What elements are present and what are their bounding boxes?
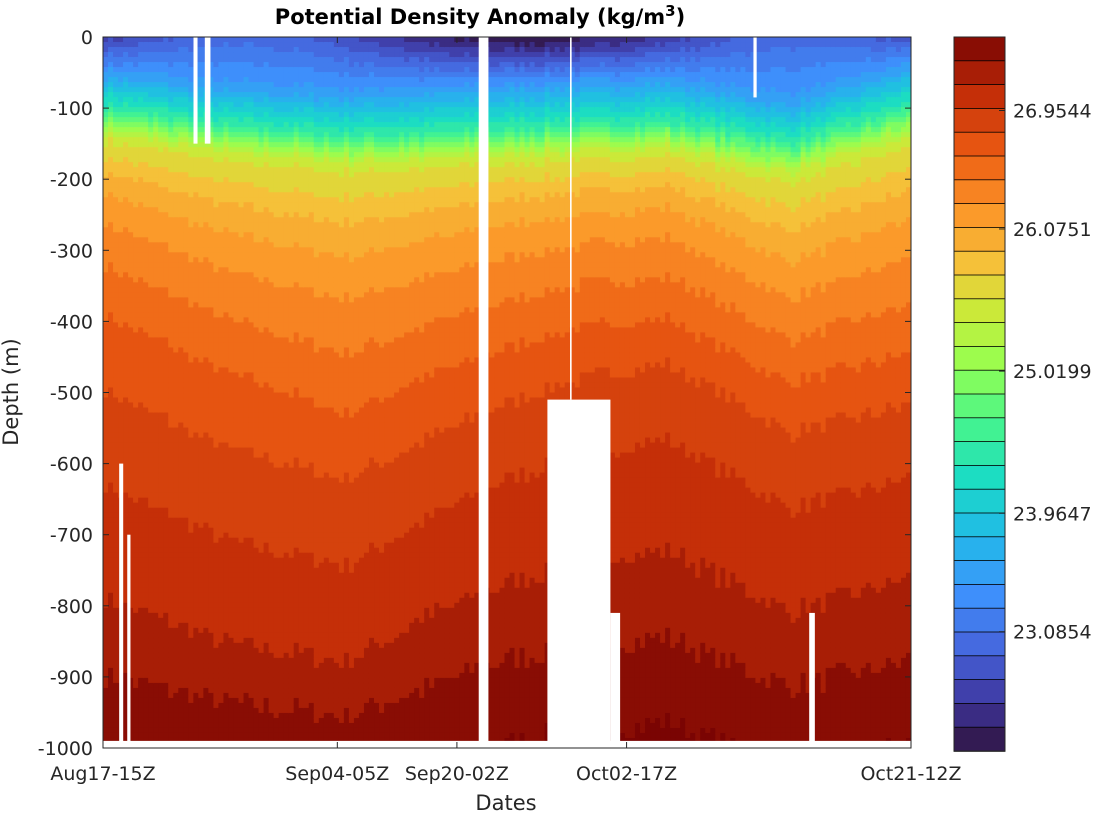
colorbar-level xyxy=(954,442,1005,466)
colorbar-level xyxy=(954,275,1005,299)
colorbar-tick-label: 23.0854 xyxy=(1013,622,1092,644)
colorbar-level xyxy=(954,703,1005,727)
colorbar-level xyxy=(954,561,1005,585)
x-tick-label: Oct21-12Z xyxy=(860,763,961,785)
colorbar-level xyxy=(954,727,1005,751)
colorbar-level xyxy=(954,418,1005,442)
data-gap xyxy=(753,37,756,97)
colorbar-level xyxy=(954,156,1005,180)
colorbar-level xyxy=(954,465,1005,489)
colorbar-level xyxy=(954,537,1005,561)
y-tick-label: -100 xyxy=(50,98,93,120)
y-tick-label: -300 xyxy=(50,240,93,262)
colorbar-level xyxy=(954,108,1005,132)
data-gap xyxy=(127,535,130,748)
y-axis-title: Depth (m) xyxy=(0,338,23,445)
data-gap xyxy=(610,613,620,748)
colorbar-tick-label: 23.9647 xyxy=(1013,503,1092,525)
x-tick-label: Oct02-17Z xyxy=(576,763,677,785)
x-tick-label: Sep04-05Z xyxy=(285,763,389,785)
y-tick-label: -600 xyxy=(50,454,93,476)
colorbar-level xyxy=(954,608,1005,632)
colorbar-tick-label: 26.9544 xyxy=(1013,101,1092,123)
colorbar-tick-label: 26.0751 xyxy=(1013,219,1092,241)
data-gap xyxy=(205,37,211,144)
x-axis-title: Dates xyxy=(475,791,536,813)
colorbar-level xyxy=(954,180,1005,204)
colorbar: 26.9544 26.0751 25.0199 23.9647 23.0854 xyxy=(954,37,1092,751)
colorbar-level xyxy=(954,489,1005,513)
data-gap xyxy=(570,37,572,400)
x-tick-label: Sep20-02Z xyxy=(405,763,509,785)
colorbar-level xyxy=(954,680,1005,704)
y-tick-label: -200 xyxy=(50,169,93,191)
y-tick-label: -800 xyxy=(50,596,93,618)
y-tick-label: 0 xyxy=(81,27,93,49)
data-gap xyxy=(119,464,123,748)
colorbar-tick-label: 25.0199 xyxy=(1013,361,1092,383)
colorbar-level xyxy=(954,370,1005,394)
data-gap xyxy=(809,613,815,748)
colorbar-level xyxy=(954,513,1005,537)
x-tick-label: Aug17-15Z xyxy=(50,763,155,785)
colorbar-level xyxy=(954,584,1005,608)
colorbar-level xyxy=(954,227,1005,251)
y-tick-label: -400 xyxy=(50,311,93,333)
colorbar-level xyxy=(954,656,1005,680)
colorbar-level xyxy=(954,85,1005,109)
y-tick-label: -500 xyxy=(50,383,93,405)
colorbar-level xyxy=(954,204,1005,228)
colorbar-level xyxy=(954,251,1005,275)
density-heatmap xyxy=(103,37,912,749)
data-gap xyxy=(547,400,610,748)
y-tick-label: -900 xyxy=(50,667,93,689)
chart-title: Potential Density Anomaly (kg/m3) xyxy=(275,2,685,29)
colorbar-level xyxy=(954,394,1005,418)
colorbar-level xyxy=(954,323,1005,347)
colorbar-level xyxy=(954,132,1005,156)
colorbar-level xyxy=(954,37,1005,61)
data-gap xyxy=(479,37,489,748)
colorbar-level xyxy=(954,632,1005,656)
colorbar-level xyxy=(954,299,1005,323)
data-gap xyxy=(193,37,197,144)
y-tick-label: -1000 xyxy=(38,738,93,760)
colorbar-level xyxy=(954,61,1005,85)
y-tick-label: -700 xyxy=(50,525,93,547)
colorbar-level xyxy=(954,346,1005,370)
